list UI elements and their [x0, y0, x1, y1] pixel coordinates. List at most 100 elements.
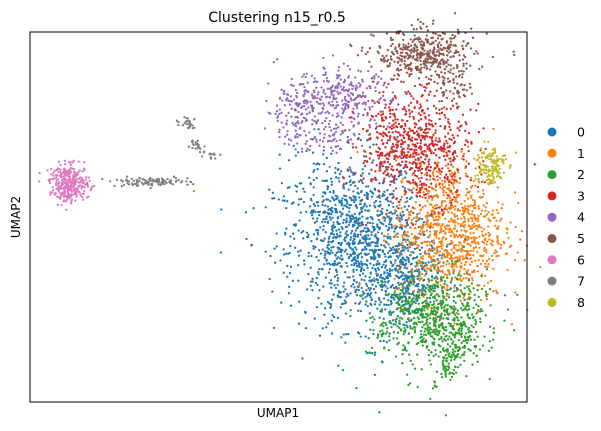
data-point	[413, 84, 417, 88]
data-point	[322, 149, 325, 152]
data-point	[354, 198, 358, 201]
data-point	[338, 235, 341, 238]
data-point	[463, 143, 467, 147]
data-point	[407, 63, 410, 67]
data-point	[371, 321, 374, 324]
data-point	[336, 216, 340, 220]
data-point	[439, 350, 442, 354]
data-point	[467, 250, 470, 253]
data-point	[359, 70, 362, 73]
data-point	[408, 168, 412, 171]
data-point	[448, 137, 451, 140]
data-point	[394, 323, 397, 326]
data-point	[478, 156, 481, 159]
data-point	[425, 124, 428, 128]
data-point	[452, 295, 456, 299]
data-point	[404, 274, 408, 278]
data-point	[392, 168, 395, 172]
data-point	[476, 185, 480, 189]
data-point	[320, 302, 323, 305]
data-point	[324, 71, 327, 74]
data-point	[347, 241, 350, 244]
data-point	[403, 59, 406, 63]
data-point	[420, 40, 423, 43]
data-point	[438, 240, 441, 244]
data-point	[451, 342, 454, 345]
data-point	[429, 284, 432, 288]
data-point	[460, 247, 463, 250]
data-point	[415, 148, 418, 152]
data-point	[485, 32, 488, 35]
data-point	[473, 213, 476, 217]
data-point	[354, 88, 358, 92]
data-point	[450, 211, 453, 214]
data-point	[415, 130, 419, 133]
data-point	[469, 86, 472, 89]
data-point	[477, 190, 480, 193]
data-point	[319, 226, 322, 229]
data-point	[401, 236, 405, 240]
data-point	[289, 235, 292, 238]
data-point	[435, 385, 438, 388]
data-point	[378, 45, 381, 48]
data-point	[336, 168, 339, 171]
data-point	[392, 195, 395, 198]
data-point	[456, 353, 460, 356]
data-point	[378, 196, 381, 199]
data-point	[446, 146, 449, 149]
data-point	[373, 75, 376, 78]
data-point	[308, 111, 311, 114]
series-5-points	[349, 12, 516, 112]
data-point	[404, 259, 407, 262]
data-point	[335, 127, 338, 130]
data-point	[364, 275, 367, 278]
data-point	[382, 244, 386, 247]
data-point	[470, 140, 473, 144]
data-point	[421, 231, 424, 235]
data-point	[462, 154, 465, 158]
data-point	[453, 157, 456, 161]
data-point	[466, 301, 470, 305]
data-point	[428, 123, 431, 126]
data-point	[315, 229, 318, 232]
data-point	[431, 172, 434, 175]
data-point	[473, 338, 476, 341]
data-point	[272, 60, 275, 64]
data-point	[457, 319, 460, 322]
data-point	[416, 296, 420, 300]
data-point	[363, 159, 366, 163]
data-point	[377, 209, 380, 212]
data-point	[322, 199, 325, 202]
data-point	[452, 305, 456, 308]
data-point	[303, 129, 306, 133]
data-point	[470, 256, 473, 260]
data-point	[472, 306, 475, 310]
data-point	[317, 128, 320, 131]
data-point	[488, 325, 492, 328]
data-point	[450, 178, 454, 181]
data-point	[368, 108, 372, 111]
data-point	[285, 227, 288, 230]
data-point	[389, 193, 392, 196]
data-point	[379, 283, 382, 287]
data-point	[466, 338, 470, 341]
data-point	[435, 143, 439, 147]
data-point	[314, 281, 318, 285]
data-point	[455, 371, 458, 374]
data-point	[345, 217, 348, 220]
data-point	[323, 133, 326, 136]
data-point	[471, 198, 474, 201]
data-point	[371, 352, 374, 355]
data-point	[442, 327, 445, 330]
data-point	[364, 282, 368, 285]
data-point	[475, 227, 479, 231]
data-point	[361, 272, 365, 275]
data-point	[352, 257, 355, 261]
data-point	[441, 302, 444, 305]
data-point	[298, 198, 301, 201]
data-point	[419, 329, 423, 333]
data-point	[410, 196, 413, 199]
data-point	[439, 270, 443, 273]
data-point	[326, 322, 330, 325]
data-point	[396, 307, 399, 310]
